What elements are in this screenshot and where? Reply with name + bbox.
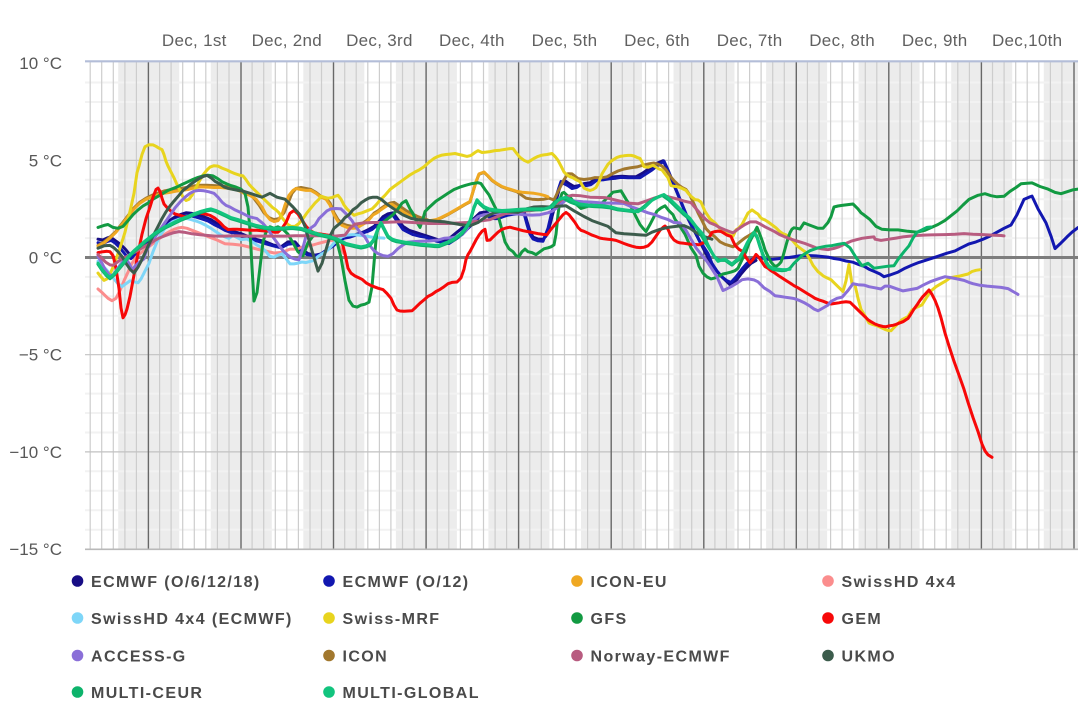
svg-text:Dec, 7th: Dec, 7th	[717, 31, 783, 50]
svg-text:Dec,10th: Dec,10th	[992, 31, 1062, 50]
svg-text:ICON-EU: ICON-EU	[591, 574, 668, 591]
svg-text:Norway-ECMWF: Norway-ECMWF	[591, 648, 731, 665]
svg-text:Dec, 8th: Dec, 8th	[809, 31, 875, 50]
svg-text:GEM: GEM	[842, 611, 883, 628]
svg-text:−5 °C: −5 °C	[19, 346, 62, 365]
svg-text:ACCESS-G: ACCESS-G	[91, 648, 187, 665]
svg-text:ECMWF (O/6/12/18): ECMWF (O/6/12/18)	[91, 574, 261, 591]
svg-text:Dec, 6th: Dec, 6th	[624, 31, 690, 50]
svg-text:Dec, 9th: Dec, 9th	[902, 31, 968, 50]
svg-text:SwissHD 4x4: SwissHD 4x4	[842, 574, 957, 591]
svg-text:UKMO: UKMO	[842, 648, 896, 665]
svg-text:10 °C: 10 °C	[19, 54, 62, 73]
svg-text:Dec, 4th: Dec, 4th	[439, 31, 505, 50]
svg-text:Dec, 5th: Dec, 5th	[532, 31, 598, 50]
svg-text:MULTI-GLOBAL: MULTI-GLOBAL	[343, 685, 480, 702]
svg-text:ECMWF (O/12): ECMWF (O/12)	[343, 574, 470, 591]
svg-text:GFS: GFS	[591, 611, 628, 628]
svg-text:Dec, 1st: Dec, 1st	[162, 31, 227, 50]
svg-text:SwissHD 4x4 (ECMWF): SwissHD 4x4 (ECMWF)	[91, 611, 293, 628]
svg-text:0 °C: 0 °C	[29, 249, 62, 268]
svg-text:Dec, 2nd: Dec, 2nd	[252, 31, 322, 50]
svg-text:Dec, 3rd: Dec, 3rd	[346, 31, 413, 50]
svg-text:−10 °C: −10 °C	[9, 443, 62, 462]
svg-text:−15 °C: −15 °C	[9, 540, 62, 559]
svg-text:ICON: ICON	[343, 648, 389, 665]
svg-text:5 °C: 5 °C	[29, 151, 62, 170]
svg-text:Swiss-MRF: Swiss-MRF	[343, 611, 441, 628]
svg-text:MULTI-CEUR: MULTI-CEUR	[91, 685, 203, 702]
